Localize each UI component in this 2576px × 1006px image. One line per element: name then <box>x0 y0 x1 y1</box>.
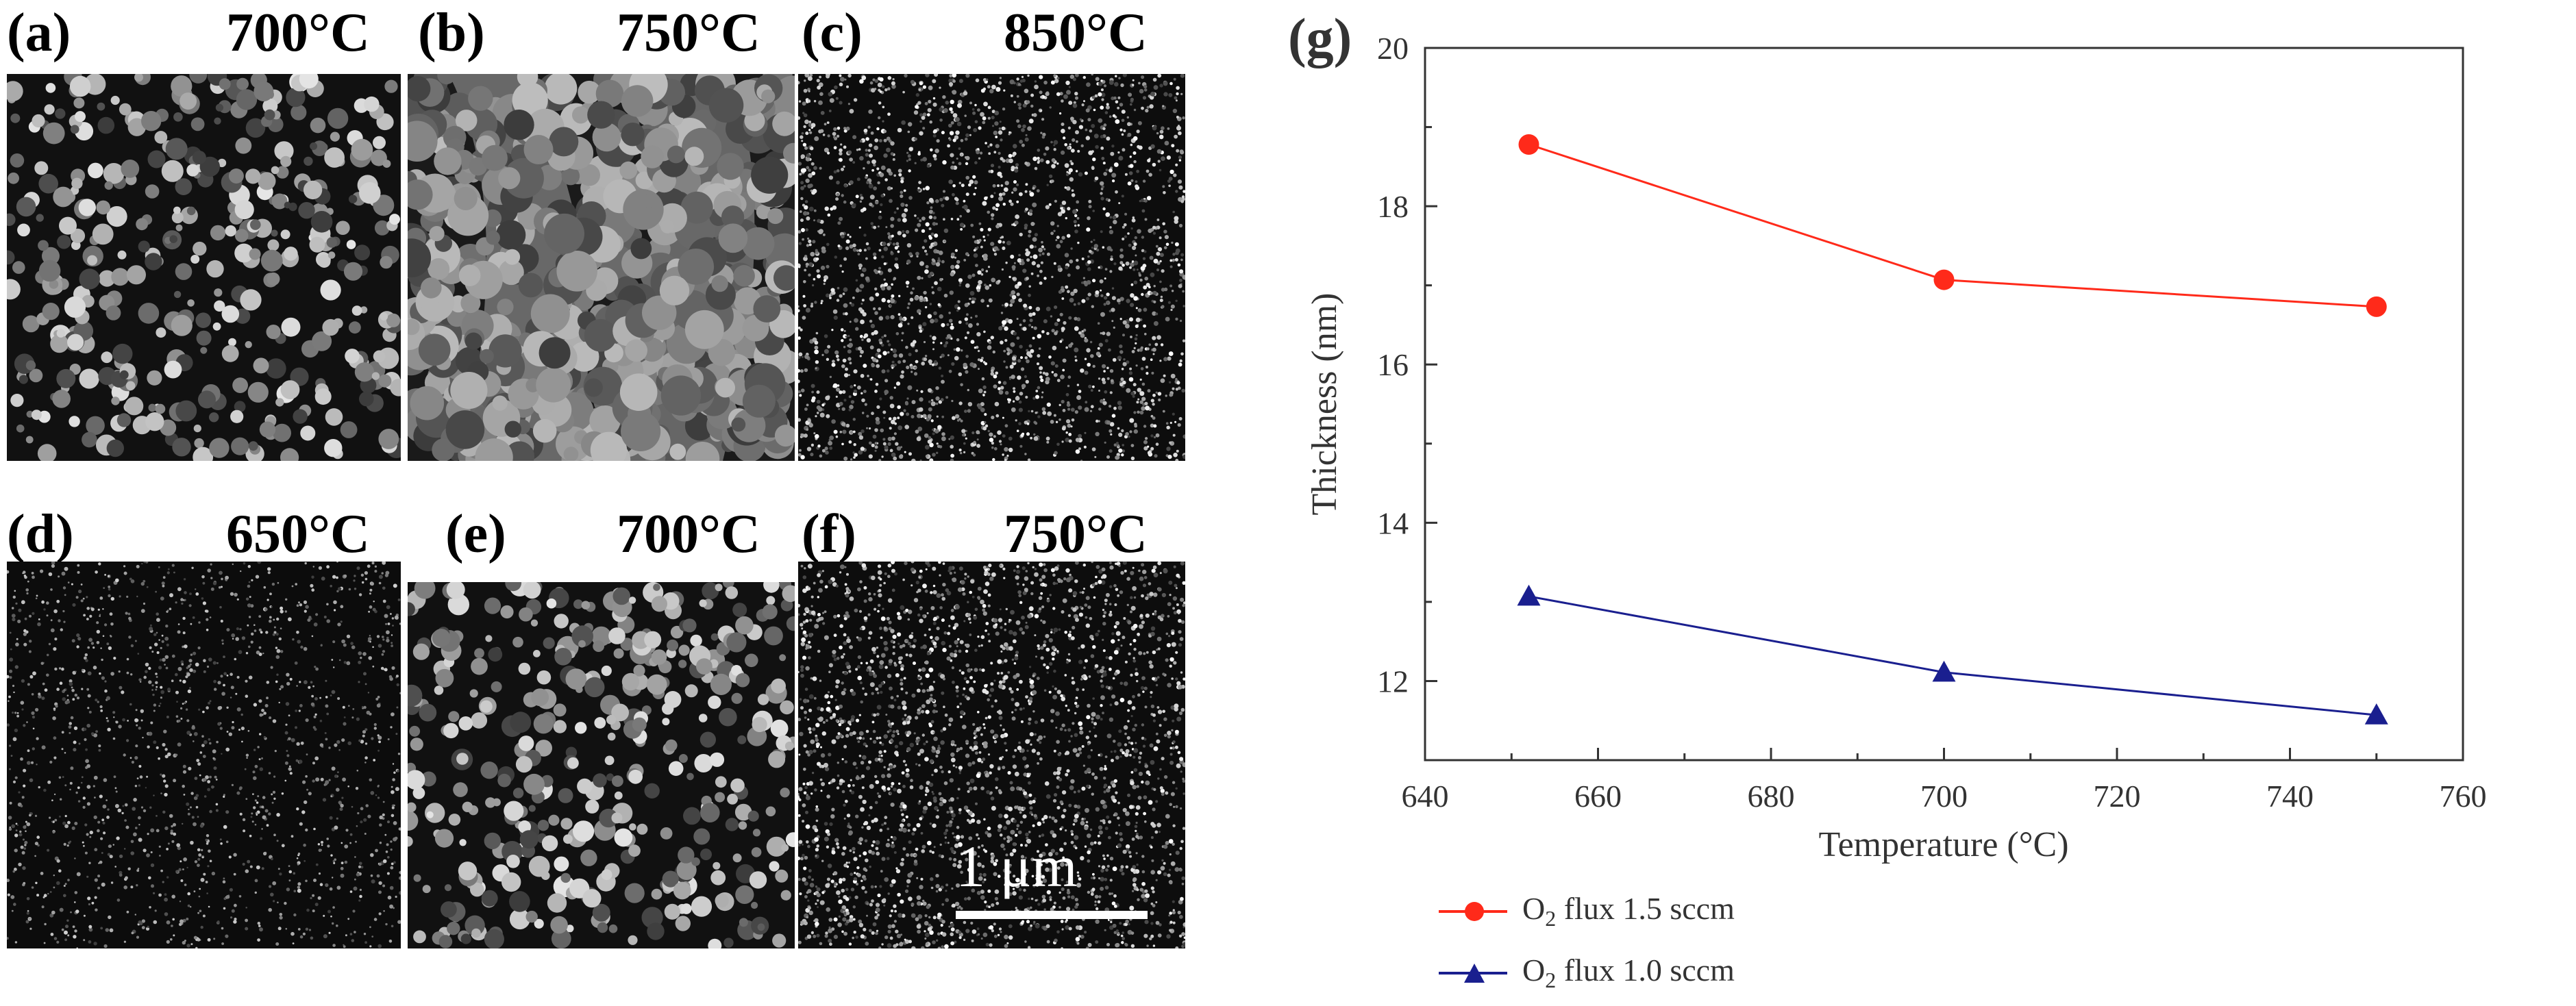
y-tick-label: 14 <box>1377 505 1409 540</box>
chart-panel-label: (g) <box>1288 8 1352 68</box>
data-point-triangle <box>1932 660 1956 682</box>
micrograph-d <box>7 562 401 948</box>
legend-marker-triangle <box>1464 964 1485 983</box>
data-point-triangle <box>1517 584 1541 606</box>
legend-sub-2: 2 <box>1545 968 1557 993</box>
x-tick-label: 760 <box>2440 779 2487 814</box>
panel-temp-f: 750°C <box>1004 504 1148 564</box>
panel-temp-d: 650°C <box>226 504 370 564</box>
x-tick-label: 680 <box>1748 779 1795 814</box>
x-tick-label: 660 <box>1574 779 1622 814</box>
x-axis-label: Temperature (°C) <box>1818 825 2068 864</box>
micrograph-c <box>798 74 1185 461</box>
plot-frame <box>1424 47 2464 762</box>
x-tick-label: 640 <box>1402 779 1449 814</box>
x-tick-label: 720 <box>2094 779 2141 814</box>
x-tick-label: 700 <box>1920 779 1968 814</box>
panel-label-a: (a) <box>7 3 71 63</box>
scale-bar <box>956 911 1148 919</box>
legend-text-2: flux 1.0 sccm <box>1556 953 1735 988</box>
y-axis-label: Thickness (nm) <box>1305 293 1344 516</box>
micrograph-texture <box>408 74 795 461</box>
panel-temp-c: 850°C <box>1004 3 1148 63</box>
panel-label-c: (c) <box>802 3 863 63</box>
legend-line-1 <box>1439 902 1507 922</box>
panel-label-e: (e) <box>445 504 506 564</box>
micrograph-e <box>408 582 795 948</box>
legend-text-1: flux 1.5 sccm <box>1556 891 1735 926</box>
legend-prefix-1: O <box>1522 891 1546 926</box>
micrograph-b <box>408 74 795 461</box>
panel-temp-e: 700°C <box>617 504 760 564</box>
thickness-chart: (g) 640 660 680 700 720 740 760 12 14 16 18 20 Temp… <box>1288 8 2487 864</box>
legend-entry-2: O2 flux 1.0 sccm <box>1439 952 1735 993</box>
panel-temp-a: 700°C <box>226 3 370 63</box>
y-tick-label: 18 <box>1377 189 1409 224</box>
panel-label-f: (f) <box>802 504 856 564</box>
micrograph-texture <box>798 74 1185 461</box>
data-point-circle <box>1518 134 1539 155</box>
scale-bar-label: 1 μm <box>956 833 1078 899</box>
y-tick-label: 16 <box>1377 347 1409 382</box>
panel-label-b: (b) <box>418 3 485 63</box>
y-tick-label: 20 <box>1377 31 1409 66</box>
legend-marker-circle <box>1465 902 1484 922</box>
legend-prefix-2: O <box>1522 953 1546 988</box>
legend-line-2 <box>1439 964 1507 983</box>
legend-entry-1: O2 flux 1.5 sccm <box>1439 890 1735 931</box>
data-point-triangle <box>2364 703 2388 725</box>
micrograph-texture <box>7 74 401 461</box>
panel-label-d: (d) <box>7 504 74 564</box>
data-point-circle <box>2366 296 2387 317</box>
micrograph-texture <box>798 562 1185 948</box>
legend-sub-1: 2 <box>1545 906 1557 931</box>
micrograph-texture <box>7 562 401 948</box>
y-tick-label: 12 <box>1377 664 1409 699</box>
micrograph-texture <box>408 582 795 948</box>
micrograph-a <box>7 74 401 461</box>
series-line-2 <box>1528 595 2377 716</box>
data-point-circle <box>1933 269 1955 290</box>
panel-temp-b: 750°C <box>617 3 760 63</box>
micrograph-f <box>798 562 1185 948</box>
x-tick-label: 740 <box>2266 779 2314 814</box>
